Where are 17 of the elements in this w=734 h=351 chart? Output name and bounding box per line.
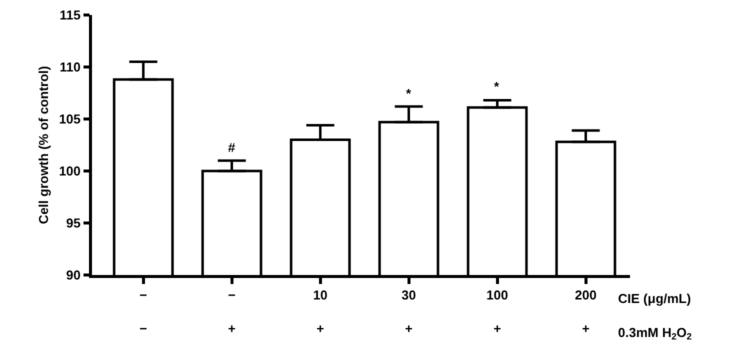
category-label: − − <box>140 287 148 336</box>
y-tick-label: 105 <box>58 112 81 127</box>
y-tick-label: 100 <box>58 164 81 179</box>
annotation: * <box>494 79 500 94</box>
category-label: 10 + <box>313 287 328 336</box>
y-tick-label: 115 <box>60 8 81 23</box>
y-axis-title: Cell growth (% of control) <box>36 66 51 224</box>
y-tick-label: 110 <box>60 60 81 75</box>
category-label: 30 + <box>402 287 416 336</box>
y-tick-label: 90 <box>66 268 81 283</box>
annotation: * <box>406 86 412 101</box>
category-label: 200 + <box>574 287 597 336</box>
category-label: 100 + <box>486 287 508 336</box>
y-tick-label: 95 <box>66 216 81 231</box>
annotation: # <box>228 140 236 155</box>
text: CIE (μg/mL) 0.3mM H$_{2}$O$_{2}$ <box>618 291 692 342</box>
category-label: − + <box>228 287 236 336</box>
